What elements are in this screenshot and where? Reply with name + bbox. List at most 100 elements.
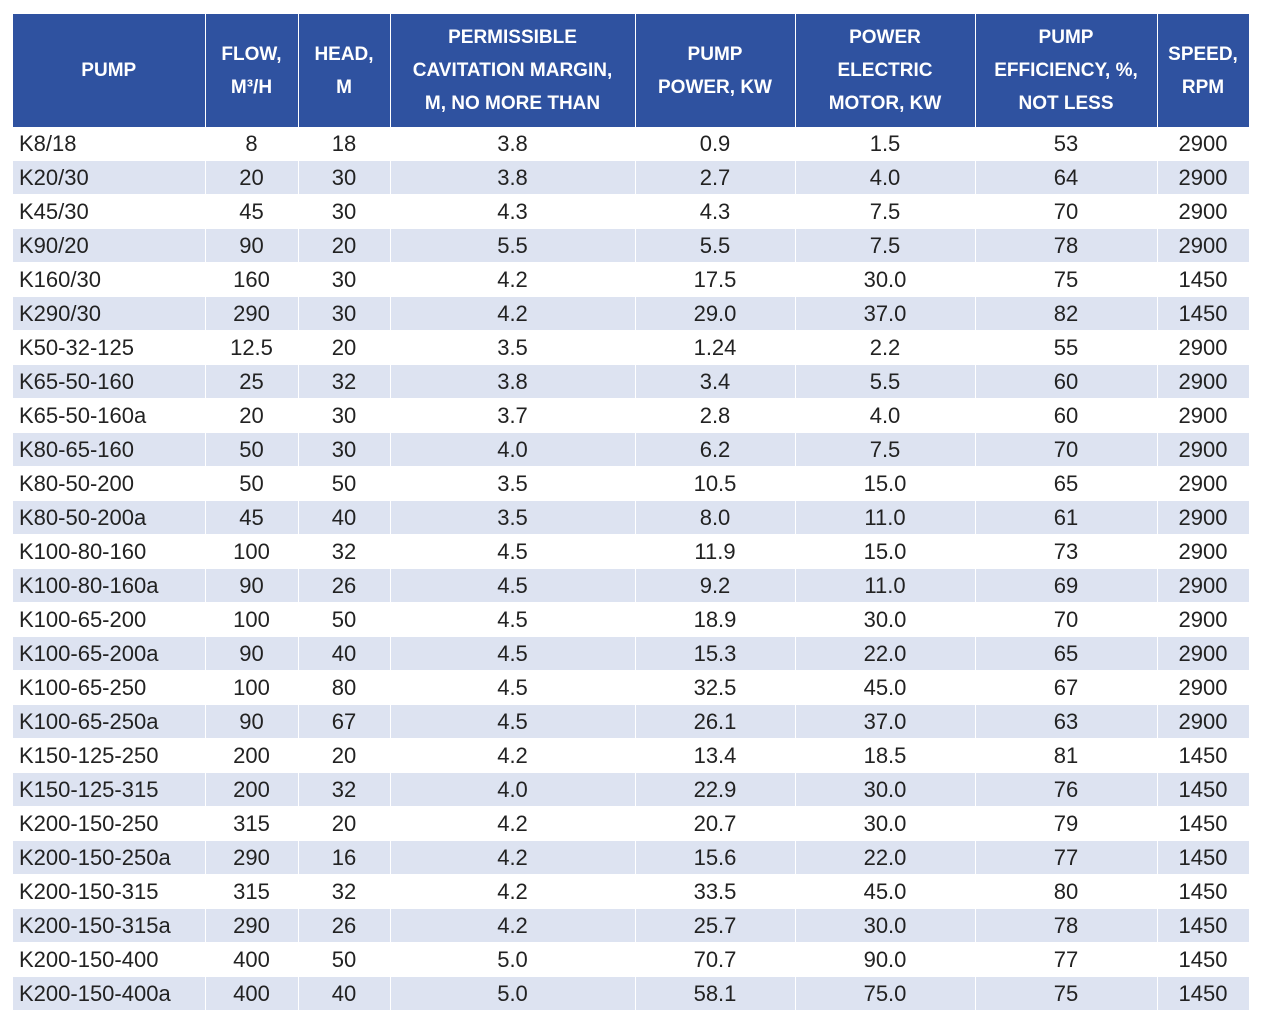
cell: 4.5: [390, 704, 636, 739]
cell: 3.8: [390, 127, 636, 161]
table-row: K100-65-200 100 50 4.5 18.9 30.0 70 2900: [13, 602, 1250, 637]
cell: 2.2: [795, 330, 976, 365]
cell: 10.5: [635, 466, 796, 501]
cell: 45.0: [795, 874, 976, 909]
header-line: PUMP: [687, 43, 743, 65]
cell: 315: [205, 806, 299, 841]
cell: 32: [298, 874, 391, 909]
pump-name: K290/30: [13, 296, 206, 331]
cell: 7.5: [795, 194, 976, 229]
cell: 3.5: [390, 500, 636, 535]
cell: 400: [205, 942, 299, 977]
cell: 64: [975, 160, 1158, 195]
cell: 90: [205, 704, 299, 739]
pump-name: K100-65-250: [13, 670, 206, 705]
cell: 45: [205, 500, 299, 535]
cell: 3.5: [390, 330, 636, 365]
header-line: M³/H: [230, 76, 273, 98]
pump-name: K80-50-200: [13, 466, 206, 501]
cell: 63: [975, 704, 1158, 739]
cell: 1450: [1157, 296, 1250, 331]
table-row: K100-80-160 100 32 4.5 11.9 15.0 73 2900: [13, 534, 1250, 569]
pump-name: K100-80-160: [13, 534, 206, 569]
header-cell: HEAD, M: [298, 14, 391, 127]
cell: 25: [205, 364, 299, 399]
pump-name: K100-65-200a: [13, 636, 206, 671]
cell: 4.2: [390, 738, 636, 773]
cell: 73: [975, 534, 1158, 569]
cell: 20: [298, 330, 391, 365]
cell: 13.4: [635, 738, 796, 773]
table-row: K20/30 20 30 3.8 2.7 4.0 64 2900: [13, 160, 1250, 195]
cell: 22.9: [635, 772, 796, 807]
cell: 69: [975, 568, 1158, 603]
cell: 2900: [1157, 670, 1250, 705]
table-row: K200-150-400 400 50 5.0 70.7 90.0 77 1450: [13, 942, 1250, 977]
pump-name: K80-65-160: [13, 432, 206, 467]
cell: 2900: [1157, 466, 1250, 501]
table-row: K200-150-250 315 20 4.2 20.7 30.0 79 1450: [13, 806, 1250, 841]
cell: 15.0: [795, 534, 976, 569]
pump-name: K200-150-400: [13, 942, 206, 977]
cell: 2900: [1157, 636, 1250, 671]
cell: 4.3: [635, 194, 796, 229]
cell: 7.5: [795, 228, 976, 263]
cell: 2900: [1157, 398, 1250, 433]
header-line: M, NO MORE THAN: [424, 93, 601, 114]
cell: 3.8: [390, 364, 636, 399]
cell: 20: [298, 806, 391, 841]
pump-name: K80-50-200a: [13, 500, 206, 535]
cell: 4.5: [390, 602, 636, 637]
cell: 4.2: [390, 908, 636, 943]
cell: 20: [298, 738, 391, 773]
cell: 26.1: [635, 704, 796, 739]
cell: 3.5: [390, 466, 636, 501]
cell: 200: [205, 772, 299, 807]
cell: 3.4: [635, 364, 796, 399]
cell: 1450: [1157, 840, 1250, 875]
cell: 1.24: [635, 330, 796, 365]
cell: 6.2: [635, 432, 796, 467]
cell: 61: [975, 500, 1158, 535]
cell: 76: [975, 772, 1158, 807]
pump-name: K150-125-250: [13, 738, 206, 773]
cell: 4.0: [390, 772, 636, 807]
cell: 90: [205, 636, 299, 671]
cell: 1450: [1157, 976, 1250, 1011]
cell: 26: [298, 908, 391, 943]
cell: 5.0: [390, 976, 636, 1011]
cell: 200: [205, 738, 299, 773]
pump-name: K100-80-160a: [13, 568, 206, 603]
cell: 2900: [1157, 228, 1250, 263]
header-line: M: [336, 76, 352, 98]
cell: 32.5: [635, 670, 796, 705]
table-body: K8/18 8 18 3.8 0.9 1.5 53 2900 K20/30 20 30 3.8 2.7 4…: [13, 127, 1250, 1011]
header-line: CAVITATION MARGIN,: [412, 60, 613, 81]
cell: 4.5: [390, 670, 636, 705]
header-line: POWER, KW: [658, 76, 772, 98]
pump-name: K8/18: [13, 127, 206, 161]
header-line: SPEED,: [1168, 43, 1238, 65]
table-row: K200-150-315a 290 26 4.2 25.7 30.0 78 1450: [13, 908, 1250, 943]
pump-name: K65-50-160: [13, 364, 206, 399]
cell: 58.1: [635, 976, 796, 1011]
cell: 90: [205, 228, 299, 263]
cell: 40: [298, 976, 391, 1011]
header-line: POWER: [849, 27, 921, 48]
cell: 15.6: [635, 840, 796, 875]
pump-name: K150-125-315: [13, 772, 206, 807]
table-row: K80-50-200 50 50 3.5 10.5 15.0 65 2900: [13, 466, 1250, 501]
cell: 8: [205, 127, 299, 161]
cell: 20: [205, 160, 299, 195]
cell: 37.0: [795, 296, 976, 331]
pump-name: K100-65-200: [13, 602, 206, 637]
cell: 60: [975, 398, 1158, 433]
cell: 40: [298, 500, 391, 535]
cell: 67: [298, 704, 391, 739]
cell: 50: [298, 466, 391, 501]
cell: 2900: [1157, 704, 1250, 739]
cell: 4.2: [390, 806, 636, 841]
header-cell: FLOW, M³/H: [205, 14, 299, 127]
cell: 30: [298, 432, 391, 467]
cell: 15.3: [635, 636, 796, 671]
